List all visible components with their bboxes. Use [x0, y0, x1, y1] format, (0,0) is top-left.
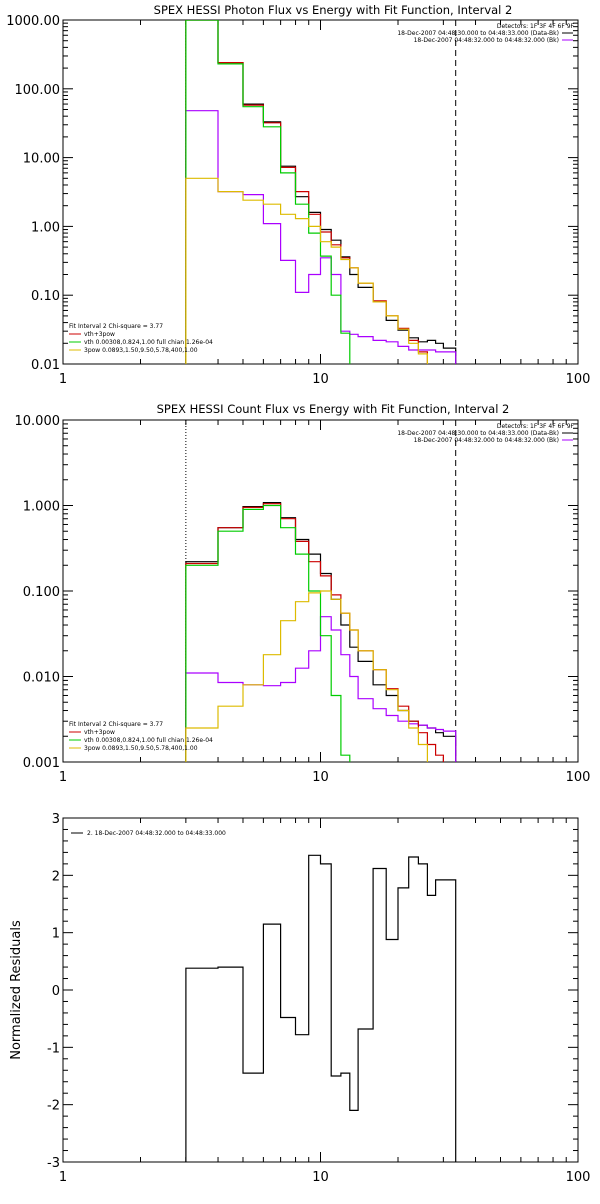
y-tick-label: -3	[47, 1156, 60, 1171]
y-tick-label: 1	[52, 927, 60, 942]
legend-entry-right: 18-Dec-2007 04:48:32.000 to 04:48:32.000…	[414, 437, 559, 444]
legend-entry-left: vth+3pow	[84, 331, 115, 338]
y-tick-label: 2	[52, 869, 60, 884]
x-tick-label: 1	[59, 770, 67, 785]
plot-frame	[62, 817, 579, 1163]
legend-entry-right: 18-Dec-2007 04:48:30.000 to 04:48:33.000…	[397, 430, 559, 437]
legend-entry-left: 3pow 0.0893,1.50,9.50,5.78,400,1.00	[84, 347, 198, 354]
x-tick-label: 10	[312, 770, 329, 785]
x-tick-label: 1	[59, 372, 67, 387]
y-tick-label: 10.00	[23, 152, 60, 167]
y-tick-label: 0.10	[31, 289, 60, 304]
series-residuals	[185, 854, 457, 1162]
series-bk	[185, 616, 457, 762]
x-tick-label: 100	[566, 770, 591, 785]
x-tick-label: 10	[312, 1170, 329, 1185]
series-3pow	[185, 590, 428, 762]
legend-entry-left: Fit Interval 2 Chi-square = 3.77	[69, 323, 163, 330]
photon-flux-panel: SPEX HESSI Photon Flux vs Energy with Fi…	[6, 3, 590, 387]
legend-entry-left: 2. 18-Dec-2007 04:48:32.000 to 04:48:33.…	[87, 830, 226, 837]
series-3pow	[185, 177, 428, 364]
legend-entry-left: vth 0.00308,0.824,1.00 full chian 1.26e-…	[84, 339, 213, 346]
y-tick-label: 0.010	[23, 671, 60, 686]
y-tick-label: 1000.00	[6, 14, 60, 29]
series-vth	[185, 504, 351, 762]
y-tick-label: -2	[47, 1099, 60, 1114]
legend-entry-right: 18-Dec-2007 04:48:30.000 to 04:48:33.000…	[397, 30, 559, 37]
y-tick-label: 1.000	[23, 500, 60, 515]
legend-entry-left: Fit Interval 2 Chi-square = 3.77	[69, 721, 163, 728]
y-tick-label: -1	[47, 1041, 60, 1056]
residuals-panel: Normalized Residuals 1 10 100 -3 -2 -1 0 1 2 3 2. …	[9, 812, 590, 1185]
y-axis-label: Normalized Residuals	[9, 920, 24, 1060]
legend-entry-right: Detectors: 1F 3F 4F 6F 9F	[497, 23, 575, 30]
series-vth-3pow	[185, 20, 428, 364]
y-tick-label: 0.01	[31, 358, 60, 373]
series-data-bk	[185, 20, 457, 364]
y-tick-label: 1.00	[31, 220, 60, 235]
x-tick-label: 100	[566, 372, 591, 387]
y-tick-label: 0.001	[23, 756, 60, 771]
y-tick-label: 0.100	[23, 585, 60, 600]
legend-entry-left: vth 0.00308,0.824,1.00 full chian 1.26e-…	[84, 737, 213, 744]
legend-entry-right: Detectors: 1F 3F 4F 6F 9F	[497, 423, 575, 430]
series-vth	[185, 20, 351, 364]
y-tick-label: 3	[52, 812, 60, 827]
y-tick-label: 100.00	[15, 83, 61, 98]
legend-entry-right: 18-Dec-2007 04:48:32.000 to 04:48:32.000…	[414, 37, 559, 44]
x-tick-label: 10	[312, 372, 329, 387]
count-flux-panel: SPEX HESSI Count Flux vs Energy with Fit…	[15, 402, 591, 785]
y-tick-label: 10.000	[15, 414, 61, 429]
plot-frame	[62, 19, 579, 365]
legend-entry-left: 3pow 0.0893,1.50,9.50,5.78,400,1.00	[84, 745, 198, 752]
x-tick-label: 100	[566, 1170, 591, 1185]
chart-title: SPEX HESSI Photon Flux vs Energy with Fi…	[154, 3, 513, 17]
chart-title: SPEX HESSI Count Flux vs Energy with Fit…	[157, 402, 510, 416]
y-tick-label: 0	[52, 984, 60, 999]
x-tick-label: 1	[59, 1170, 67, 1185]
legend-entry-left: vth+3pow	[84, 729, 115, 736]
